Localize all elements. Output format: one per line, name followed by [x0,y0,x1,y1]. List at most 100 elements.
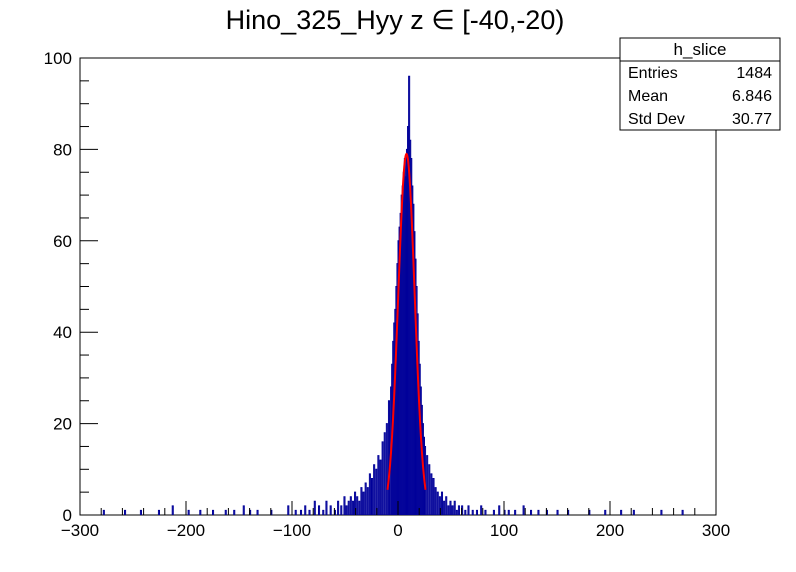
histogram-bin [347,500,350,515]
histogram-bin [445,496,448,515]
histogram-bars [102,75,684,515]
histogram-bin [349,496,352,515]
stats-entries-value: 1484 [736,65,772,82]
histogram-bin [318,505,321,515]
histogram-bin [383,432,386,515]
x-tick-label: −100 [273,521,311,540]
x-tick-label: 0 [393,521,402,540]
histogram-bin [432,477,435,515]
stats-stddev-label: Std Dev [628,111,685,128]
histogram-bin [484,509,487,515]
histogram-bin [124,509,127,515]
histogram-bin [440,491,444,515]
histogram-bin [436,491,439,515]
histogram-bin [373,464,376,515]
histogram-bin [530,509,533,515]
histogram-bin [443,500,446,515]
histogram-bin [453,500,456,515]
fit-curve [386,152,427,490]
histogram-bin [325,500,328,515]
y-axis: 0 20 40 60 80 100 [44,49,98,525]
histogram-bin [337,500,340,515]
histogram-bin [360,487,363,515]
histogram-bin [434,487,437,515]
y-tick-label: 100 [44,49,72,68]
histogram-bin [471,509,474,515]
histogram-bin [345,505,348,515]
x-tick-label: −300 [61,521,99,540]
y-tick-label: 80 [53,140,72,159]
x-tick-label: 100 [490,521,518,540]
histogram-bin [256,509,259,515]
histogram-bin [660,509,663,515]
histogram-bin [464,509,467,515]
stats-mean-value: 6.846 [732,88,772,105]
histogram-bin [224,509,227,515]
histogram-bin [171,505,174,515]
histogram-bin [387,400,391,515]
chart-title: Hino_325_Hyy z ∈ [-40,-20) [226,5,565,35]
stats-entries-label: Entries [628,65,678,82]
histogram-bin [139,509,142,515]
histogram-bin [556,509,559,515]
y-tick-label: 20 [53,415,72,434]
histogram-bin [428,464,431,515]
histogram-bin [457,505,460,515]
histogram-bin [322,509,325,515]
histogram-bin [480,505,483,515]
x-tick-label: 300 [702,521,730,540]
histogram-bin [467,505,470,515]
histogram-bin [368,473,371,515]
stats-stddev-value: 30.77 [732,111,772,128]
histogram-bin [455,509,458,515]
histogram-bin [157,509,160,515]
fit-curve-layer [386,152,427,490]
histogram-bin [498,505,501,515]
stats-box: h_slice Entries 1484 Mean 6.846 Std Dev … [619,37,781,131]
histogram-bin [438,496,441,515]
histogram-bin [233,509,236,515]
stats-mean-label: Mean [628,88,668,105]
histogram-bin [199,509,202,515]
histogram-bin [449,500,452,515]
histogram-bin [537,509,540,515]
histogram-bin [362,491,365,515]
histogram-bin [381,441,384,515]
histogram-bin [620,509,623,515]
histogram-bin [308,509,311,515]
histogram-bin [379,459,382,515]
y-tick-label: 40 [53,323,72,342]
histogram-bin [313,500,316,515]
histogram-bin [447,505,450,515]
histogram-bin [430,473,433,515]
histogram-bin [492,509,495,515]
histogram-bin [242,505,245,515]
histogram-bin [681,509,684,515]
histogram-bin [632,509,635,515]
histogram-bin [475,509,478,515]
histogram-bin [340,505,343,515]
x-tick-label: −200 [167,521,205,540]
x-tick-label: 200 [596,521,624,540]
histogram-bin [371,477,374,515]
histogram-bin [354,491,357,515]
histogram-bin [514,509,517,515]
histogram-bin [385,423,388,515]
stats-box-frame [619,37,781,131]
histogram-bin [356,496,359,515]
histogram-bin [375,468,378,515]
histogram-bin [358,500,361,515]
histogram-bin [522,505,525,515]
y-tick-label: 60 [53,232,72,251]
histogram-bin [377,455,380,515]
histogram-bin [287,505,290,515]
histogram-bin [304,505,307,515]
histogram-bin [102,509,105,515]
histogram-bin [426,455,429,515]
histogram-bin [604,509,607,515]
histogram-bin [364,482,367,515]
histogram-bin [212,509,215,515]
histogram-bin [507,509,510,515]
histogram-bin [294,509,297,515]
